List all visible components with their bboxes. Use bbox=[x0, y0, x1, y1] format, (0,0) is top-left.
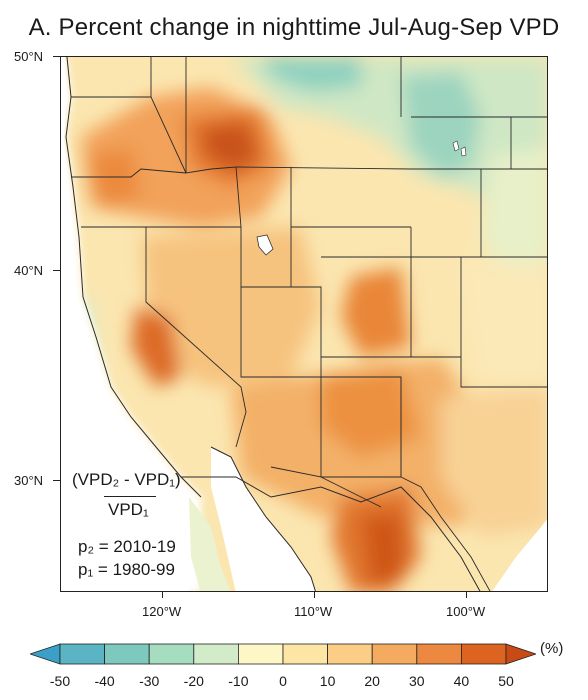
lat-label-50n: 50°N bbox=[14, 49, 44, 64]
colorbar-cell bbox=[371, 643, 418, 665]
lon-label-110w: 110°W bbox=[294, 604, 333, 619]
northern-lakes bbox=[452, 140, 467, 157]
gulf-coastline bbox=[210, 446, 316, 591]
colorbar-tick-label: 30 bbox=[409, 673, 425, 689]
colorbar-tick-label: 0 bbox=[279, 673, 287, 689]
lat-tick bbox=[53, 270, 60, 271]
lon-tick bbox=[162, 592, 163, 598]
lon-tick bbox=[466, 592, 467, 598]
colorbar-cell bbox=[30, 643, 61, 665]
colorbar-tick-label: 10 bbox=[319, 673, 336, 689]
colorbar-cell bbox=[104, 643, 150, 665]
colorbar-cell bbox=[282, 643, 328, 665]
colorbar-cell bbox=[148, 643, 195, 665]
colorbar-tick-label: 20 bbox=[364, 673, 380, 689]
colorbar-tick-label: -20 bbox=[183, 673, 204, 689]
mexico-border bbox=[181, 476, 481, 591]
gulf-of-california bbox=[211, 447, 316, 591]
colorbar-tick-label: 50 bbox=[498, 673, 514, 689]
lat-label-30n: 30°N bbox=[14, 473, 44, 488]
colorbar bbox=[30, 643, 536, 665]
great-salt-lake bbox=[256, 234, 274, 256]
fraction-bar bbox=[104, 496, 156, 497]
period-1-label: p₁ = 1980-99 bbox=[78, 560, 175, 579]
colorbar-tick-label: -50 bbox=[49, 673, 71, 689]
pacific-ocean-core bbox=[61, 57, 189, 591]
colorbar-unit: (%) bbox=[540, 640, 564, 657]
baja-land bbox=[189, 497, 231, 591]
lat-tick bbox=[53, 56, 60, 57]
colorbar-cell bbox=[505, 643, 536, 665]
colorbar-cell bbox=[59, 643, 105, 665]
coastline bbox=[65, 57, 202, 498]
lon-label-100w: 100°W bbox=[446, 604, 486, 619]
colorbar-tick-label: -30 bbox=[139, 673, 160, 689]
formula-numerator: (VPD₂ - VPD₁) bbox=[72, 470, 181, 489]
colorbar-tick-label: 40 bbox=[453, 673, 470, 689]
colorbar-cell bbox=[416, 643, 462, 665]
map-panel bbox=[60, 56, 548, 592]
colorbar-cell bbox=[460, 643, 507, 665]
period-2-label: p₂ = 2010-19 bbox=[78, 537, 176, 556]
lat-tick bbox=[53, 480, 60, 481]
colorbar-tick-label: -10 bbox=[228, 673, 249, 689]
map-title: A. Percent change in nighttime Jul-Aug-S… bbox=[28, 14, 560, 41]
colorbar-cell bbox=[193, 643, 239, 665]
colorbar-tick-label: -40 bbox=[94, 673, 115, 689]
gulf-of-mexico bbox=[492, 519, 547, 591]
lon-label-120w: 120°W bbox=[142, 604, 182, 619]
colorbar-cell bbox=[237, 643, 284, 665]
lat-label-40n: 40°N bbox=[14, 263, 44, 278]
formula-denominator: VPD₁ bbox=[108, 500, 149, 519]
vpd-change-map bbox=[61, 57, 547, 591]
lon-tick bbox=[314, 592, 315, 598]
colorbar-cell bbox=[327, 643, 373, 665]
state-boundaries bbox=[71, 57, 547, 591]
